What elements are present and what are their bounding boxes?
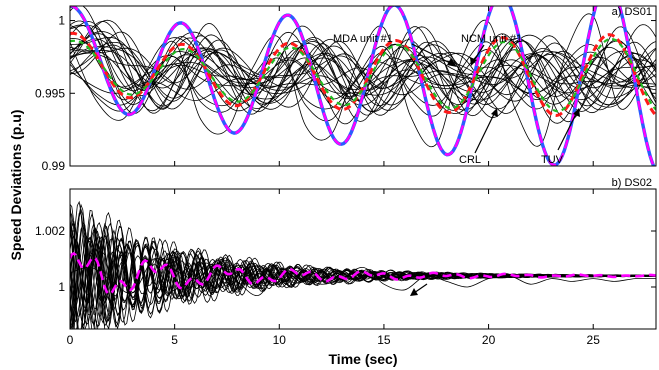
annotation-ncm: NCM unit #1 (461, 33, 522, 45)
panel-a: 0.99 0.995 1 a) DS01 MDA unit #1 NCM unit … (35, 5, 657, 173)
x-tick-label: 10 (273, 333, 287, 347)
series-line-red (70, 31, 656, 118)
y-tick-label: 0.995 (35, 86, 65, 100)
arrow-crl (474, 111, 496, 154)
panel-b-title: b) DS02 (612, 177, 652, 189)
panel-b-frame (69, 188, 657, 330)
panel-a-ensemble-lines (70, 6, 656, 147)
ensemble-line (70, 211, 656, 329)
panel-b: 0 5 10 15 20 25 1 1.002 b) DS02 (35, 177, 657, 347)
arrow-b-head (410, 288, 418, 296)
ensemble-line (70, 19, 656, 116)
panel-b-ensemble-lines (70, 200, 656, 329)
series-line-green (70, 37, 656, 113)
ensemble-line (70, 212, 656, 329)
arrow-tuv (557, 111, 578, 151)
arrow-crl-head (491, 108, 498, 117)
x-tick-label: 25 (587, 333, 601, 347)
series-line-blue (70, 6, 656, 166)
arrow-ncm-head (470, 57, 477, 66)
series-line-magenta (70, 251, 656, 296)
series-line-1 (70, 257, 656, 296)
annotation-tuv: TUV (541, 154, 564, 166)
ensemble-line (70, 6, 656, 117)
annotation-mda: MDA unit #1 (333, 33, 393, 45)
series-line-3 (70, 49, 646, 110)
ensemble-line (71, 222, 656, 329)
annotation-crl: CRL (459, 154, 481, 166)
y-axis-label: Speed Deviations (p.u) (8, 110, 24, 261)
panel-a-title: a) DS01 (612, 6, 652, 18)
y-tick-label: 0.99 (42, 159, 66, 173)
arrow-b (413, 283, 428, 294)
x-tick-label: 20 (482, 333, 496, 347)
panel-b-ticks: 0 5 10 15 20 25 1 1.002 (35, 189, 656, 347)
x-tick-label: 15 (377, 333, 391, 347)
x-tick-label: 0 (67, 333, 74, 347)
series-line-magenta (70, 6, 655, 166)
panel-a-highlight-lines (70, 6, 656, 166)
arrow-mda-head (447, 58, 457, 67)
panel-a-ticks: 0.99 0.995 1 (35, 6, 656, 173)
panel-b-highlight-lines (70, 251, 656, 296)
panel-a-frame (69, 5, 657, 167)
arrow-tuv-head (573, 108, 580, 117)
y-tick-label: 1 (58, 14, 65, 28)
ensemble-line (70, 20, 656, 123)
y-tick-label: 1 (58, 280, 65, 294)
y-tick-label: 1.002 (35, 224, 65, 238)
x-axis-label: Time (sec) (329, 351, 398, 367)
ensemble-line (70, 31, 656, 114)
x-tick-label: 5 (171, 333, 178, 347)
arrow-mda (411, 43, 453, 65)
